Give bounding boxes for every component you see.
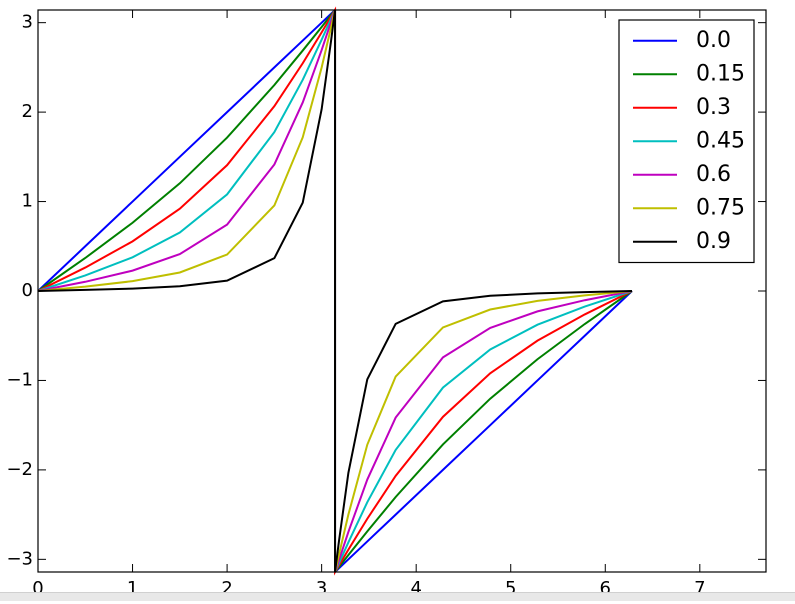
y-tick-label: −2 [6, 459, 33, 480]
y-tick-label: −3 [6, 548, 33, 569]
legend-label: 0.0 [696, 28, 731, 53]
x-tick-label: 3 [316, 578, 327, 599]
x-tick-label: 7 [694, 578, 705, 599]
y-tick-label: 2 [22, 101, 33, 122]
line [37, 9, 633, 573]
x-tick-label: 6 [600, 578, 611, 599]
legend-label: 0.45 [696, 128, 745, 153]
legend: 0.0 0.15 0.3 0.45 0.6 0.75 0.9 [618, 19, 755, 264]
legend-label: 0.75 [696, 195, 745, 220]
legend-label: 0.6 [696, 162, 731, 187]
y-tick-label: −1 [6, 369, 33, 390]
x-tick-label: 0 [32, 578, 43, 599]
x-tick-label: 5 [505, 578, 516, 599]
x-tick-label: 4 [410, 578, 421, 599]
y-tick-label: 3 [22, 12, 33, 33]
legend-label: 0.9 [696, 229, 731, 254]
legend-label: 0.3 [696, 95, 731, 120]
y-tick-label: 1 [22, 191, 33, 212]
toolbar-strip [0, 592, 795, 601]
x-tick-label: 1 [127, 578, 138, 599]
x-tick-label: 2 [221, 578, 232, 599]
y-tick-label: 0 [22, 280, 33, 301]
legend-label: 0.15 [696, 61, 745, 86]
